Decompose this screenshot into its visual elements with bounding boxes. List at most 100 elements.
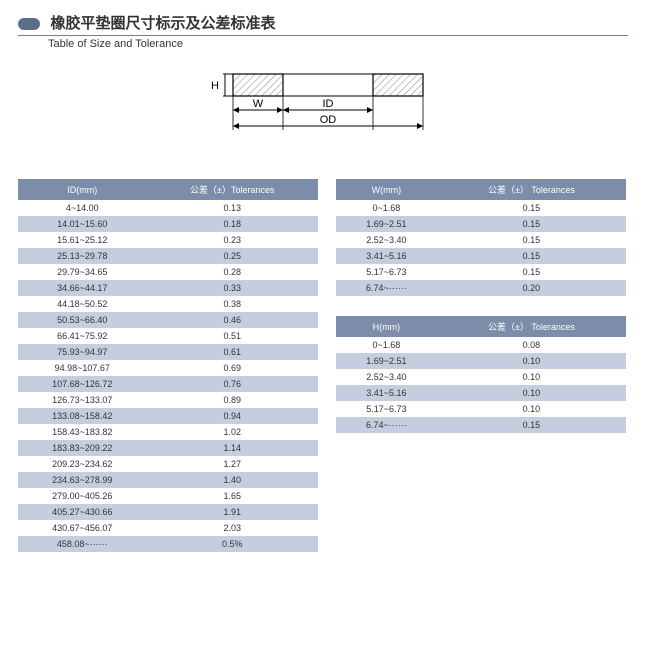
table-cell: 0.08: [437, 337, 626, 353]
table-cell: 0~1.68: [336, 337, 437, 353]
table-row: 430.67~456.072.03: [18, 520, 318, 536]
table-row: 1.69~2.510.10: [336, 353, 626, 369]
table-cell: 0.89: [147, 392, 318, 408]
table-cell: 0.10: [437, 353, 626, 369]
table-row: 0~1.680.08: [336, 337, 626, 353]
table-cell: 0.20: [437, 280, 626, 296]
table-cell: 3.41~5.16: [336, 385, 437, 401]
table-cell: 458.08~······: [18, 536, 147, 552]
table-cell: 0.10: [437, 369, 626, 385]
table-cell: 0.10: [437, 385, 626, 401]
table-header: ID(mm): [18, 179, 147, 200]
table-cell: 0.33: [147, 280, 318, 296]
table-cell: 6.74~······: [336, 280, 437, 296]
table-cell: 183.83~209.22: [18, 440, 147, 456]
h-tolerance-table: H(mm)公差（±） Tolerances0~1.680.081.69~2.51…: [336, 316, 626, 433]
table-row: 209.23~234.621.27: [18, 456, 318, 472]
table-header: 公差（±） Tolerances: [437, 179, 626, 200]
table-cell: 0.69: [147, 360, 318, 376]
table-cell: 0.38: [147, 296, 318, 312]
table-cell: 15.61~25.12: [18, 232, 147, 248]
table-cell: 1.91: [147, 504, 318, 520]
table-row: 133.08~158.420.94: [18, 408, 318, 424]
table-row: 2.52~3.400.15: [336, 232, 626, 248]
table-cell: 14.01~15.60: [18, 216, 147, 232]
table-cell: 0.15: [437, 264, 626, 280]
table-row: 405.27~430.661.91: [18, 504, 318, 520]
table-cell: 0.51: [147, 328, 318, 344]
table-cell: 0.13: [147, 200, 318, 216]
table-row: 6.74~······0.15: [336, 417, 626, 433]
table-cell: 4~14.00: [18, 200, 147, 216]
table-cell: 1.65: [147, 488, 318, 504]
table-cell: 50.53~66.40: [18, 312, 147, 328]
table-row: 66.41~75.920.51: [18, 328, 318, 344]
table-cell: 66.41~75.92: [18, 328, 147, 344]
table-row: 126.73~133.070.89: [18, 392, 318, 408]
table-cell: 126.73~133.07: [18, 392, 147, 408]
table-cell: 0.15: [437, 216, 626, 232]
table-cell: 34.66~44.17: [18, 280, 147, 296]
table-row: 15.61~25.120.23: [18, 232, 318, 248]
table-cell: 6.74~······: [336, 417, 437, 433]
table-cell: 94.98~107.67: [18, 360, 147, 376]
table-cell: 0.10: [437, 401, 626, 417]
id-tolerance-table: ID(mm)公差（±）Tolerances4~14.000.1314.01~15…: [18, 179, 318, 552]
table-header: 公差（±） Tolerances: [437, 316, 626, 337]
table-row: 1.69~2.510.15: [336, 216, 626, 232]
table-header: H(mm): [336, 316, 437, 337]
table-cell: 0.28: [147, 264, 318, 280]
w-tolerance-table: W(mm)公差（±） Tolerances0~1.680.151.69~2.51…: [336, 179, 626, 296]
table-cell: 430.67~456.07: [18, 520, 147, 536]
table-cell: 107.68~126.72: [18, 376, 147, 392]
table-cell: 75.93~94.97: [18, 344, 147, 360]
table-row: 0~1.680.15: [336, 200, 626, 216]
table-row: 44.18~50.520.38: [18, 296, 318, 312]
table-cell: 2.52~3.40: [336, 232, 437, 248]
table-cell: 279.00~405.26: [18, 488, 147, 504]
table-row: 50.53~66.400.46: [18, 312, 318, 328]
table-cell: 158.43~183.82: [18, 424, 147, 440]
table-row: 34.66~44.170.33: [18, 280, 318, 296]
table-cell: 0.15: [437, 417, 626, 433]
table-cell: 29.79~34.65: [18, 264, 147, 280]
table-row: 75.93~94.970.61: [18, 344, 318, 360]
table-cell: 0.25: [147, 248, 318, 264]
svg-text:W: W: [253, 98, 264, 110]
table-row: 458.08~······0.5%: [18, 536, 318, 552]
title-cn: 橡胶平垫圈尺寸标示及公差标准表: [50, 12, 275, 33]
table-cell: 44.18~50.52: [18, 296, 147, 312]
table-row: 3.41~5.160.15: [336, 248, 626, 264]
table-cell: 25.13~29.78: [18, 248, 147, 264]
table-row: 5.17~6.730.15: [336, 264, 626, 280]
table-cell: 2.03: [147, 520, 318, 536]
table-cell: 1.40: [147, 472, 318, 488]
table-row: 279.00~405.261.65: [18, 488, 318, 504]
table-row: 4~14.000.13: [18, 200, 318, 216]
table-cell: 5.17~6.73: [336, 264, 437, 280]
table-row: 5.17~6.730.10: [336, 401, 626, 417]
table-cell: 0.94: [147, 408, 318, 424]
svg-text:ID: ID: [323, 98, 334, 110]
table-cell: 0.15: [437, 200, 626, 216]
table-cell: 1.27: [147, 456, 318, 472]
table-cell: 1.14: [147, 440, 318, 456]
table-cell: 1.69~2.51: [336, 353, 437, 369]
table-row: 25.13~29.780.25: [18, 248, 318, 264]
table-cell: 0.61: [147, 344, 318, 360]
table-cell: 3.41~5.16: [336, 248, 437, 264]
table-cell: 1.69~2.51: [336, 216, 437, 232]
header-bullet: [18, 18, 40, 30]
washer-diagram: HWIDOD: [18, 64, 628, 159]
table-row: 14.01~15.600.18: [18, 216, 318, 232]
table-cell: 234.63~278.99: [18, 472, 147, 488]
title-en: Table of Size and Tolerance: [48, 38, 628, 50]
table-row: 2.52~3.400.10: [336, 369, 626, 385]
table-cell: 133.08~158.42: [18, 408, 147, 424]
table-row: 183.83~209.221.14: [18, 440, 318, 456]
tables-container: ID(mm)公差（±）Tolerances4~14.000.1314.01~15…: [18, 179, 628, 552]
table-row: 3.41~5.160.10: [336, 385, 626, 401]
table-row: 29.79~34.650.28: [18, 264, 318, 280]
table-row: 158.43~183.821.02: [18, 424, 318, 440]
table-cell: 0.15: [437, 248, 626, 264]
